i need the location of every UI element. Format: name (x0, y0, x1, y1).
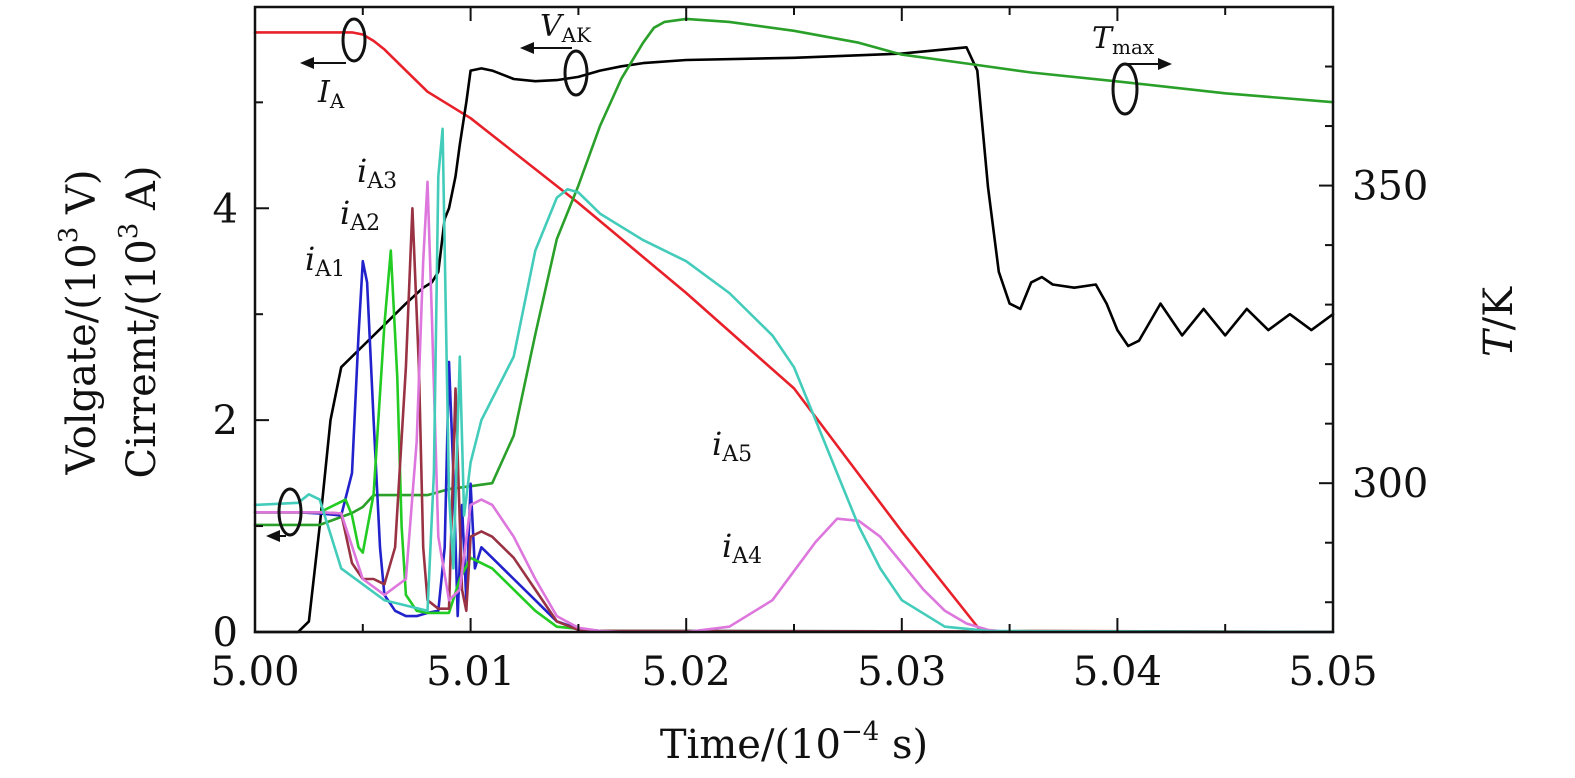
label-ia1: iA1 (305, 240, 345, 282)
series-layer (253, 17, 1335, 634)
label-ia2: iA2 (340, 194, 380, 236)
marker-ia (300, 17, 367, 69)
label-ia: IA (317, 75, 345, 113)
x-tick-label: 5.05 (1288, 649, 1377, 695)
marker-tmax (1111, 58, 1172, 116)
arrow-left-icon (520, 42, 534, 54)
x-tick-label: 5.03 (857, 649, 946, 695)
series-line-i-a4 (253, 180, 1335, 634)
y-right-tick-label: 350 (1352, 164, 1428, 210)
y-axis-label-temperature: T/K (1476, 286, 1522, 357)
y-left-tick-label: 4 (213, 186, 238, 232)
y-left-tick-label: 0 (213, 610, 238, 656)
plot-frame (253, 5, 1335, 634)
series-line-v-ak (253, 46, 1335, 634)
arrow-right-icon (1158, 58, 1172, 70)
y-right-tick-label: 300 (1352, 461, 1428, 507)
label-vak: VAK (540, 9, 592, 47)
series-line-i-a2 (253, 249, 1335, 634)
label-ia4: iA4 (722, 527, 762, 569)
tick-layer: 5.00 5.01 5.02 5.03 5.04 5.05 0 2 4 300 350 (210, 7, 1428, 695)
x-axis-label: Time/(10−4 s) (660, 717, 928, 768)
x-tick-label: 5.04 (1073, 649, 1162, 695)
series-line-i-a1 (253, 259, 1335, 634)
arrow-left-icon (300, 57, 314, 69)
marker-vak (520, 42, 589, 97)
y-axis-label-voltage: Volgate/(103 V) (54, 169, 105, 475)
x-tick-label: 5.00 (210, 649, 299, 695)
y-axis-label-current: Cirremt/(103 A) (114, 165, 165, 478)
series-line-i-a3 (253, 207, 1335, 634)
series-line-t-max (253, 17, 1335, 527)
label-tmax: Tmax (1092, 21, 1155, 59)
arrow-left-icon (266, 530, 280, 542)
marker-currents (266, 487, 303, 542)
series-line-i-a5 (253, 127, 1335, 634)
label-ia3: iA3 (357, 152, 397, 194)
series-line-i-a (253, 31, 1335, 634)
label-ia5: iA5 (712, 425, 752, 467)
x-tick-label: 5.02 (642, 649, 731, 695)
x-tick-label: 5.01 (426, 649, 515, 695)
y-left-tick-label: 2 (213, 398, 238, 444)
